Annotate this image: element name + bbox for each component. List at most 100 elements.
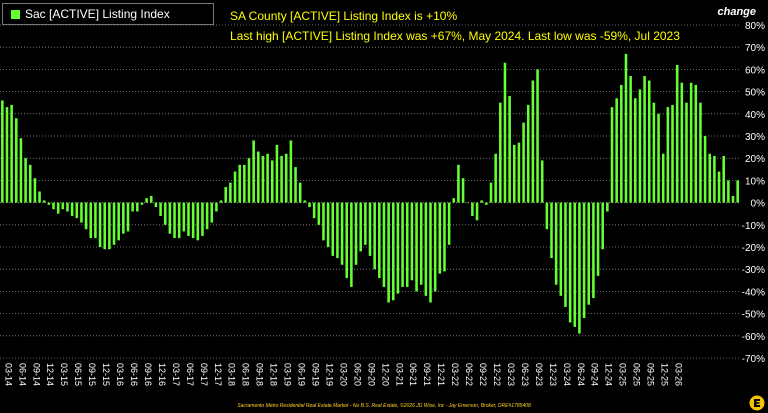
bar: [298, 182, 302, 203]
bar: [219, 200, 223, 203]
bar: [284, 153, 288, 203]
x-tick-label: 06-14: [17, 363, 27, 386]
bar: [52, 202, 55, 210]
bar: [564, 202, 567, 307]
bar: [391, 202, 395, 301]
bar: [708, 153, 712, 203]
x-tick-label: 03-19: [283, 363, 293, 386]
bar: [149, 195, 153, 203]
bar: [364, 202, 367, 245]
y-tick-label: 50%: [745, 88, 765, 99]
bar: [699, 102, 702, 203]
bar: [182, 202, 186, 232]
bar: [187, 202, 190, 236]
x-tick-label: 09-17: [199, 363, 209, 386]
bar: [736, 180, 739, 203]
x-tick-label: 03-20: [338, 363, 348, 386]
bar: [615, 98, 618, 203]
y-tick-label: 40%: [745, 110, 765, 121]
bar: [587, 202, 591, 305]
bar: [168, 202, 172, 234]
x-tick-label: 09-22: [478, 363, 488, 386]
x-tick-label: 12-22: [492, 363, 502, 386]
y-tick-label: -50%: [742, 310, 765, 321]
bar: [163, 202, 167, 225]
bar: [415, 202, 418, 292]
bar: [550, 202, 553, 259]
y-axis-ticks: -70% -60% -50% -40% -30% -20% -10% 0% 10% 20% 30% 4…: [742, 21, 765, 365]
x-tick-label: 09-20: [366, 363, 376, 386]
bar: [405, 202, 409, 287]
x-tick-label: 12-21: [436, 363, 446, 386]
bar: [80, 202, 83, 223]
bar: [596, 202, 600, 276]
bar: [717, 171, 721, 203]
bar: [429, 202, 432, 303]
bar: [638, 89, 642, 203]
bar: [373, 202, 376, 270]
bar: [159, 202, 162, 216]
bar: [368, 202, 372, 256]
x-tick-label: 12-17: [213, 363, 223, 386]
x-tick-label: 03-23: [506, 363, 516, 386]
bar: [433, 202, 437, 292]
bar: [117, 202, 120, 241]
bar: [201, 202, 204, 236]
bar: [457, 164, 460, 203]
bar: [261, 155, 265, 203]
bar: [517, 142, 521, 203]
bar: [499, 102, 502, 203]
bar: [359, 202, 362, 252]
x-tick-label: 12-19: [324, 363, 334, 386]
x-tick-label: 09-24: [590, 363, 600, 386]
x-tick-label: 12-16: [157, 363, 167, 386]
bar: [410, 202, 414, 281]
bar: [126, 202, 130, 232]
bar: [140, 202, 144, 205]
x-tick-label: 06-23: [520, 363, 530, 386]
bar: [387, 202, 390, 303]
bar: [675, 64, 679, 203]
bar: [447, 202, 451, 245]
x-tick-label: 09-25: [646, 363, 656, 386]
bar: [610, 107, 614, 203]
y-tick-label: -70%: [742, 354, 765, 365]
header-high-low: Last high [ACTIVE] Listing Index was +67…: [230, 29, 680, 43]
bar: [177, 202, 181, 239]
y-tick-label: 30%: [745, 132, 765, 143]
bar: [731, 195, 735, 203]
bar: [722, 155, 725, 203]
bar: [466, 202, 470, 204]
bar: [89, 202, 93, 239]
bar: [205, 202, 209, 230]
bar: [317, 202, 321, 225]
x-tick-label: 12-14: [45, 363, 55, 386]
x-tick-label: 06-17: [185, 363, 195, 386]
bar: [112, 202, 116, 245]
bar: [224, 187, 227, 203]
x-tick-label: 03-26: [674, 363, 684, 386]
bar: [573, 202, 577, 327]
bar: [475, 202, 479, 221]
bar: [503, 62, 507, 203]
bar: [173, 202, 176, 239]
bar: [494, 153, 497, 203]
bar: [98, 202, 102, 247]
bar: [522, 122, 525, 203]
bar: [531, 80, 535, 203]
bar: [689, 82, 693, 203]
bar: [252, 140, 255, 203]
x-tick-label: 12-20: [380, 363, 390, 386]
bar: [84, 202, 88, 230]
bar: [210, 202, 214, 223]
x-tick-label: 03-15: [59, 363, 69, 386]
footer-credit: Sacramento Metro Residential Real Estate…: [237, 403, 531, 409]
bar: [75, 202, 79, 219]
x-tick-label: 12-18: [269, 363, 279, 386]
bar: [666, 107, 670, 203]
x-tick-label: 06-20: [352, 363, 362, 386]
bar: [601, 202, 604, 250]
x-tick-label: 12-25: [660, 363, 670, 386]
bar: [671, 104, 674, 203]
y-axis-title: change: [717, 6, 756, 18]
